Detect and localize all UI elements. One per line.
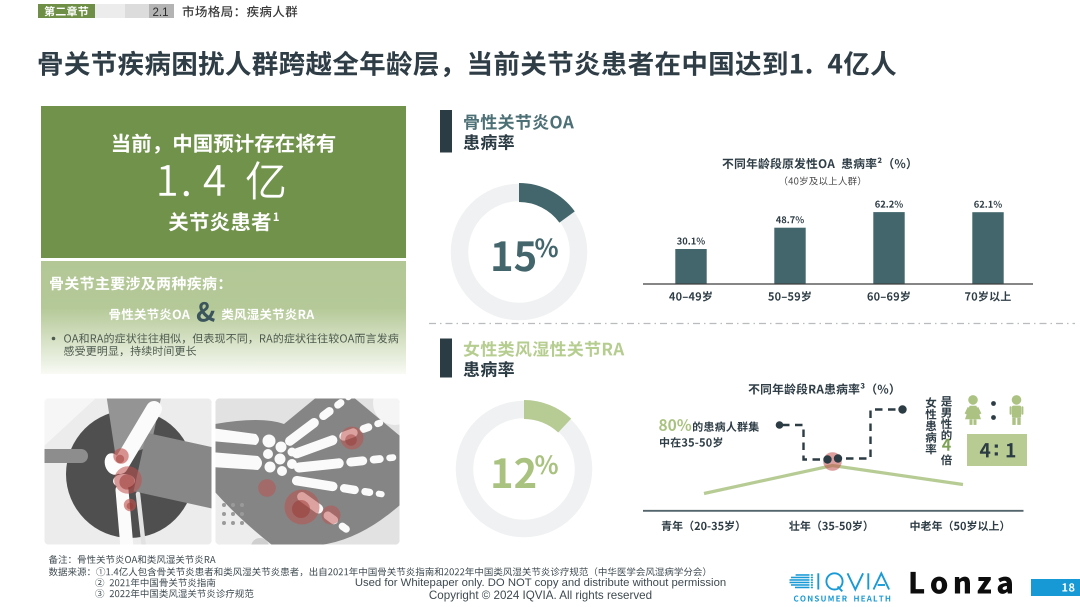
svg-text:Copyright © 2024 IQVIA. All ri: Copyright © 2024 IQVIA. All rights reser… <box>429 589 652 602</box>
svg-text:Used for Whitepaper only. DO N: Used for Whitepaper only. DO NOT copy an… <box>355 577 726 589</box>
svg-text:2.1: 2.1 <box>153 7 169 19</box>
